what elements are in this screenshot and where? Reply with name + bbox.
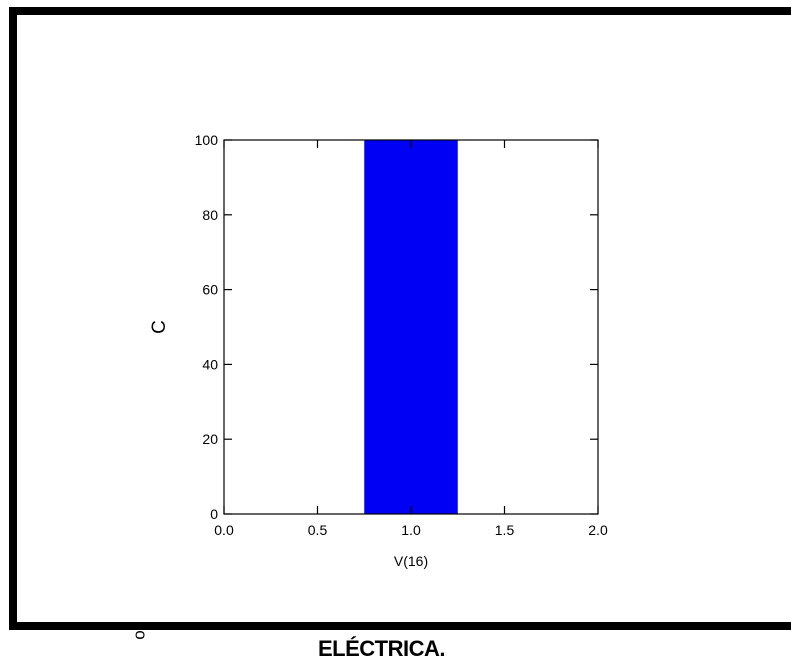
tick-layer	[223, 139, 599, 515]
caption-text: ELÉCTRICA.	[318, 636, 446, 661]
x-tick-labels: 0.0 0.5 1.0 1.5 2.0	[214, 522, 608, 538]
bar-0	[364, 140, 458, 514]
y-tick-labels: 0 20 40 60 80 100	[195, 132, 219, 522]
y-tick-label: 100	[195, 132, 219, 148]
x-tick-label: 2.0	[588, 522, 608, 538]
x-tick-label: 1.5	[495, 522, 515, 538]
y-tick-label: 60	[202, 282, 218, 298]
x-tick-label: 0.0	[214, 522, 234, 538]
y-tick-label: 80	[202, 207, 218, 223]
x-tick-label: 1.0	[401, 522, 421, 538]
stray-mark: o	[131, 630, 151, 640]
x-tick-label: 0.5	[308, 522, 328, 538]
y-tick-label: 40	[202, 356, 218, 372]
bar-layer	[364, 140, 458, 514]
y-tick-label: 0	[210, 506, 218, 522]
y-axis-label: C	[149, 320, 170, 334]
y-tick-label: 20	[202, 431, 218, 447]
x-axis-label: V(16)	[394, 553, 428, 569]
